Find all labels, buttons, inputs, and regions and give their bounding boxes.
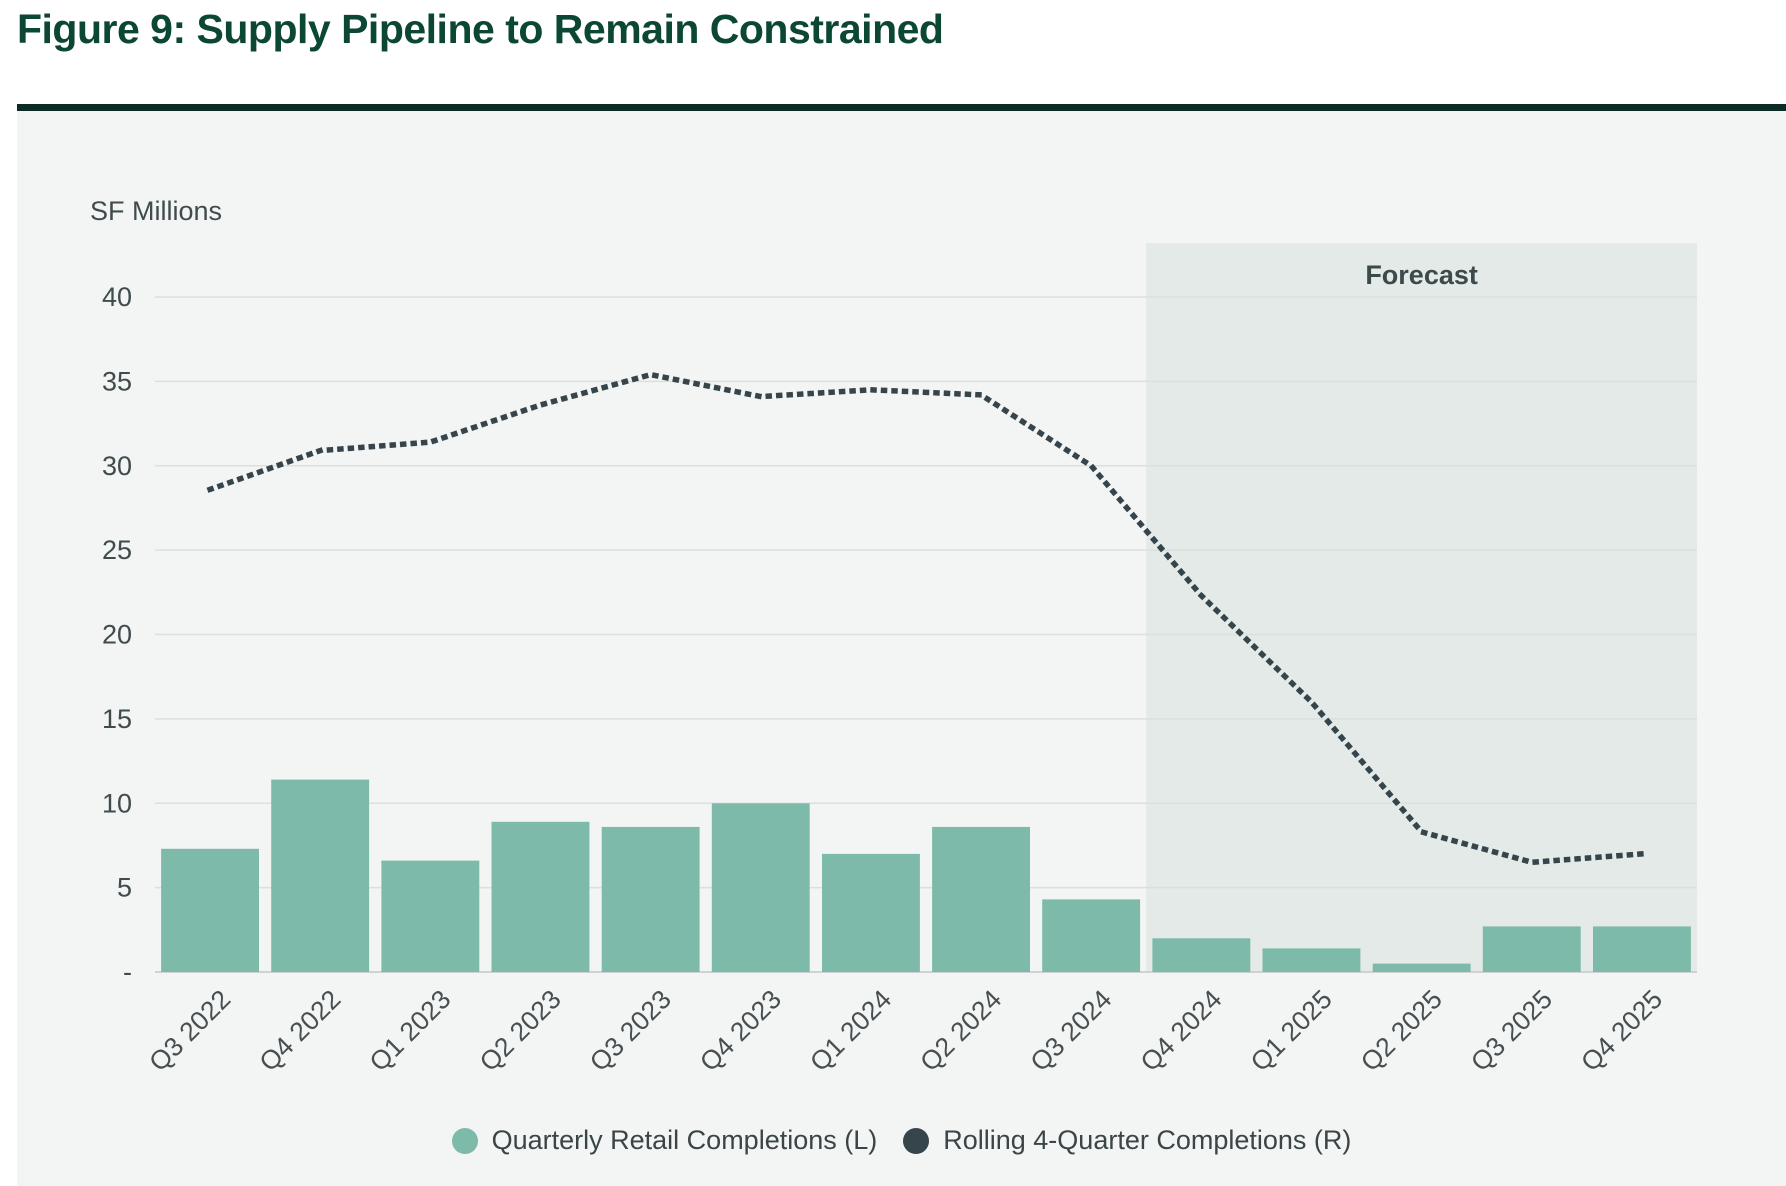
x-tick-label: Q3 2023 <box>584 984 677 1077</box>
bar <box>1042 899 1141 972</box>
forecast-label: Forecast <box>1365 260 1478 290</box>
x-tick-label: Q2 2025 <box>1355 984 1448 1077</box>
x-tick-label: Q1 2024 <box>804 984 897 1077</box>
chart-legend: Quarterly Retail Completions (L) Rolling… <box>17 1125 1786 1156</box>
x-tick-label: Q4 2022 <box>253 984 346 1077</box>
bar <box>1593 926 1691 972</box>
x-tick-label: Q4 2025 <box>1575 984 1668 1077</box>
bar <box>381 860 480 972</box>
legend-item-bars: Quarterly Retail Completions (L) <box>451 1125 878 1156</box>
y-axis-unit-label: SF Millions <box>90 196 223 226</box>
figure-title: Figure 9: Supply Pipeline to Remain Cons… <box>17 6 944 52</box>
title-divider-rule <box>17 104 1786 111</box>
x-tick-label: Q2 2024 <box>914 984 1007 1077</box>
y-tick-label: 35 <box>102 366 132 396</box>
bar <box>271 779 370 972</box>
y-tick-label: 40 <box>102 282 132 312</box>
y-tick-label: 15 <box>102 704 132 734</box>
forecast-region <box>1146 243 1697 972</box>
x-tick-label: Q4 2024 <box>1134 984 1227 1077</box>
bar <box>1482 926 1581 972</box>
x-tick-label: Q3 2024 <box>1024 984 1117 1077</box>
x-tick-label: Q2 2023 <box>474 984 567 1077</box>
legend-label-line: Rolling 4-Quarter Completions (R) <box>943 1125 1352 1155</box>
bar <box>601 826 700 972</box>
legend-label-bars: Quarterly Retail Completions (L) <box>491 1125 878 1155</box>
rolling-completions-line <box>206 371 1645 866</box>
x-tick-label: Q1 2025 <box>1245 984 1338 1077</box>
y-tick-label: 30 <box>102 451 132 481</box>
chart-panel: SF Millions 40 35 30 25 20 15 10 5- Q3 2022 Q4 20… <box>17 111 1786 1186</box>
y-tick-label: 5 <box>117 873 132 903</box>
legend-bar-swatch-icon <box>451 1127 478 1154</box>
y-tick-label: - <box>123 957 132 987</box>
bar <box>1152 938 1251 973</box>
bar <box>932 826 1030 972</box>
bar <box>1372 963 1471 972</box>
legend-item-line: Rolling 4-Quarter Completions (R) <box>903 1125 1351 1156</box>
x-tick-label: Q3 2022 <box>143 984 236 1077</box>
bar <box>822 853 920 972</box>
bar <box>711 803 810 973</box>
bar <box>1262 948 1361 972</box>
x-tick-label: Q4 2023 <box>694 984 787 1077</box>
y-tick-label: 10 <box>102 788 132 818</box>
x-tick-label: Q1 2023 <box>363 984 456 1077</box>
bar <box>491 821 590 972</box>
y-tick-label: 20 <box>102 620 132 650</box>
bar <box>161 848 259 972</box>
x-tick-label: Q3 2025 <box>1465 984 1558 1077</box>
y-tick-label: 25 <box>102 535 132 565</box>
legend-line-swatch-icon <box>903 1127 930 1154</box>
